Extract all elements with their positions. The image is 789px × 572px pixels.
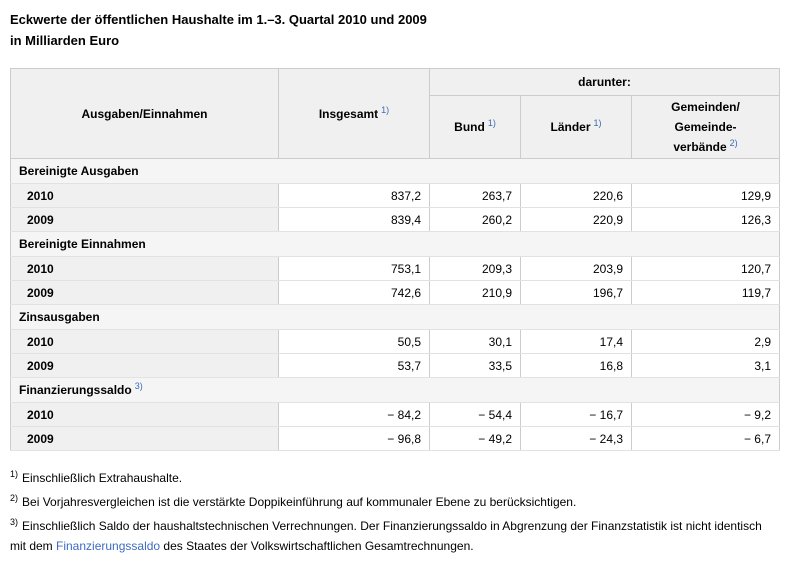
cell-laender: − 16,7 bbox=[520, 402, 632, 427]
cell-bund: 30,1 bbox=[429, 329, 521, 354]
cell-insgesamt: 753,1 bbox=[278, 256, 430, 281]
footnote-2: 2) Bei Vorjahresvergleichen ist die verst… bbox=[10, 492, 779, 512]
table-row: 2009 742,6 210,9 196,7 119,7 bbox=[10, 280, 780, 305]
row-label: 2010 bbox=[10, 256, 279, 281]
cell-insgesamt: 742,6 bbox=[278, 280, 430, 305]
section-row: Zinsausgaben bbox=[10, 304, 780, 330]
page-title-line1: Eckwerte der öffentlichen Haushalte im 1… bbox=[10, 12, 427, 27]
cell-gemeinden: − 9,2 bbox=[631, 402, 780, 427]
footnote-marker-1[interactable]: 1) bbox=[593, 118, 602, 128]
table-row: 2010 837,2 263,7 220,6 129,9 bbox=[10, 183, 780, 208]
finanzierungssaldo-link[interactable]: Finanzierungssaldo bbox=[56, 539, 161, 553]
cell-laender: 196,7 bbox=[520, 280, 632, 305]
cell-laender: 220,9 bbox=[520, 207, 632, 232]
column-header-label: Gemeinden/ Gemeinde- verbände bbox=[671, 100, 740, 154]
page-title: Eckwerte der öffentlichen Haushalte im 1… bbox=[10, 9, 779, 51]
section-title: Bereinigte Ausgaben bbox=[19, 164, 139, 178]
row-label: 2009 bbox=[10, 207, 279, 232]
section-title: Finanzierungssaldo bbox=[19, 383, 132, 397]
row-label: 2009 bbox=[10, 280, 279, 305]
row-label: 2009 bbox=[10, 426, 279, 451]
section-title-bereinigte-ausgaben: Bereinigte Ausgaben bbox=[10, 158, 780, 184]
table-row: 2009 839,4 260,2 220,9 126,3 bbox=[10, 207, 780, 232]
column-header-label: Insgesamt bbox=[318, 106, 379, 121]
cell-insgesamt: 837,2 bbox=[278, 183, 430, 208]
section-title-zinsausgaben: Zinsausgaben bbox=[10, 304, 780, 330]
table-header: Ausgaben/Einnahmen Insgesamt 1) darunter:… bbox=[10, 68, 780, 159]
cell-gemeinden: 3,1 bbox=[631, 353, 780, 378]
cell-bund: 260,2 bbox=[429, 207, 521, 232]
section-title: Bereinigte Einnahmen bbox=[19, 237, 146, 251]
section-row: Bereinigte Ausgaben bbox=[10, 158, 780, 184]
footnote-2-text: Bei Vorjahresvergleichen ist die verstär… bbox=[22, 495, 577, 509]
section-row: Bereinigte Einnahmen bbox=[10, 231, 780, 257]
row-label: 2010 bbox=[10, 183, 279, 208]
cell-insgesamt: 50,5 bbox=[278, 329, 430, 354]
cell-gemeinden: 129,9 bbox=[631, 183, 780, 208]
cell-insgesamt: − 96,8 bbox=[278, 426, 430, 451]
footnote-3-text-before: Einschließlich Saldo der haushaltstechni… bbox=[10, 519, 762, 553]
row-label: 2009 bbox=[10, 353, 279, 378]
column-group-header-darunter: darunter: bbox=[429, 68, 780, 96]
cell-bund: 210,9 bbox=[429, 280, 521, 305]
cell-gemeinden: 120,7 bbox=[631, 256, 780, 281]
cell-bund: 263,7 bbox=[429, 183, 521, 208]
cell-bund: 209,3 bbox=[429, 256, 521, 281]
row-label: 2010 bbox=[10, 329, 279, 354]
table-row: 2009 53,7 33,5 16,8 3,1 bbox=[10, 353, 780, 378]
footnotes: 1) Einschließlich Extrahaushalte. 2) Bei V… bbox=[10, 468, 779, 556]
footnote-1-text: Einschließlich Extrahaushalte. bbox=[22, 471, 183, 485]
section-title-bereinigte-einnahmen: Bereinigte Einnahmen bbox=[10, 231, 780, 257]
cell-gemeinden: − 6,7 bbox=[631, 426, 780, 451]
cell-laender: 17,4 bbox=[520, 329, 632, 354]
cell-laender: 220,6 bbox=[520, 183, 632, 208]
cell-gemeinden: 126,3 bbox=[631, 207, 780, 232]
cell-laender: 16,8 bbox=[520, 353, 632, 378]
column-header-bund: Bund 1) bbox=[429, 95, 521, 159]
cell-laender: 203,9 bbox=[520, 256, 632, 281]
footnote-marker-2[interactable]: 2) bbox=[729, 138, 738, 148]
column-header-insgesamt: Insgesamt 1) bbox=[278, 68, 430, 159]
footnote-2-marker: 2) bbox=[10, 493, 19, 503]
column-header-ausgaben-einnahmen: Ausgaben/Einnahmen bbox=[10, 68, 279, 159]
column-header-label: Ausgaben/Einnahmen bbox=[81, 106, 208, 121]
footnote-marker-1[interactable]: 1) bbox=[381, 104, 390, 115]
cell-bund: − 54,4 bbox=[429, 402, 521, 427]
cell-insgesamt: 53,7 bbox=[278, 353, 430, 378]
section-row: Finanzierungssaldo 3) bbox=[10, 377, 780, 403]
page-title-line2: in Milliarden Euro bbox=[10, 33, 120, 48]
footnote-marker-3[interactable]: 3) bbox=[134, 381, 143, 391]
cell-gemeinden: 2,9 bbox=[631, 329, 780, 354]
footnote-1: 1) Einschließlich Extrahaushalte. bbox=[10, 468, 779, 488]
cell-gemeinden: 119,7 bbox=[631, 280, 780, 305]
column-header-label: Länder bbox=[550, 120, 591, 134]
column-header-gemeinden: Gemeinden/ Gemeinde- verbände 2) bbox=[631, 95, 780, 159]
table-row: 2010 − 84,2 − 54,4 − 16,7 − 9,2 bbox=[10, 402, 780, 427]
table-row: 2010 50,5 30,1 17,4 2,9 bbox=[10, 329, 780, 354]
footnote-3-marker: 3) bbox=[10, 517, 19, 527]
table-row: 2010 753,1 209,3 203,9 120,7 bbox=[10, 256, 780, 281]
row-label: 2010 bbox=[10, 402, 279, 427]
cell-insgesamt: 839,4 bbox=[278, 207, 430, 232]
section-title-finanzierungssaldo: Finanzierungssaldo 3) bbox=[10, 377, 780, 403]
column-header-label: Bund bbox=[454, 120, 485, 134]
section-title: Zinsausgaben bbox=[19, 310, 100, 324]
cell-bund: 33,5 bbox=[429, 353, 521, 378]
budget-table: Ausgaben/Einnahmen Insgesamt 1) darunter:… bbox=[10, 68, 780, 451]
footnote-3: 3) Einschließlich Saldo der haushaltstech… bbox=[10, 516, 779, 556]
footnote-1-marker: 1) bbox=[10, 469, 19, 479]
footnote-marker-1[interactable]: 1) bbox=[487, 118, 496, 128]
footnote-3-text-after: des Staates der Volkswirtschaftlichen Ge… bbox=[160, 539, 474, 553]
table-row: 2009 − 96,8 − 49,2 − 24,3 − 6,7 bbox=[10, 426, 780, 451]
cell-insgesamt: − 84,2 bbox=[278, 402, 430, 427]
cell-bund: − 49,2 bbox=[429, 426, 521, 451]
column-header-laender: Länder 1) bbox=[520, 95, 632, 159]
cell-laender: − 24,3 bbox=[520, 426, 632, 451]
